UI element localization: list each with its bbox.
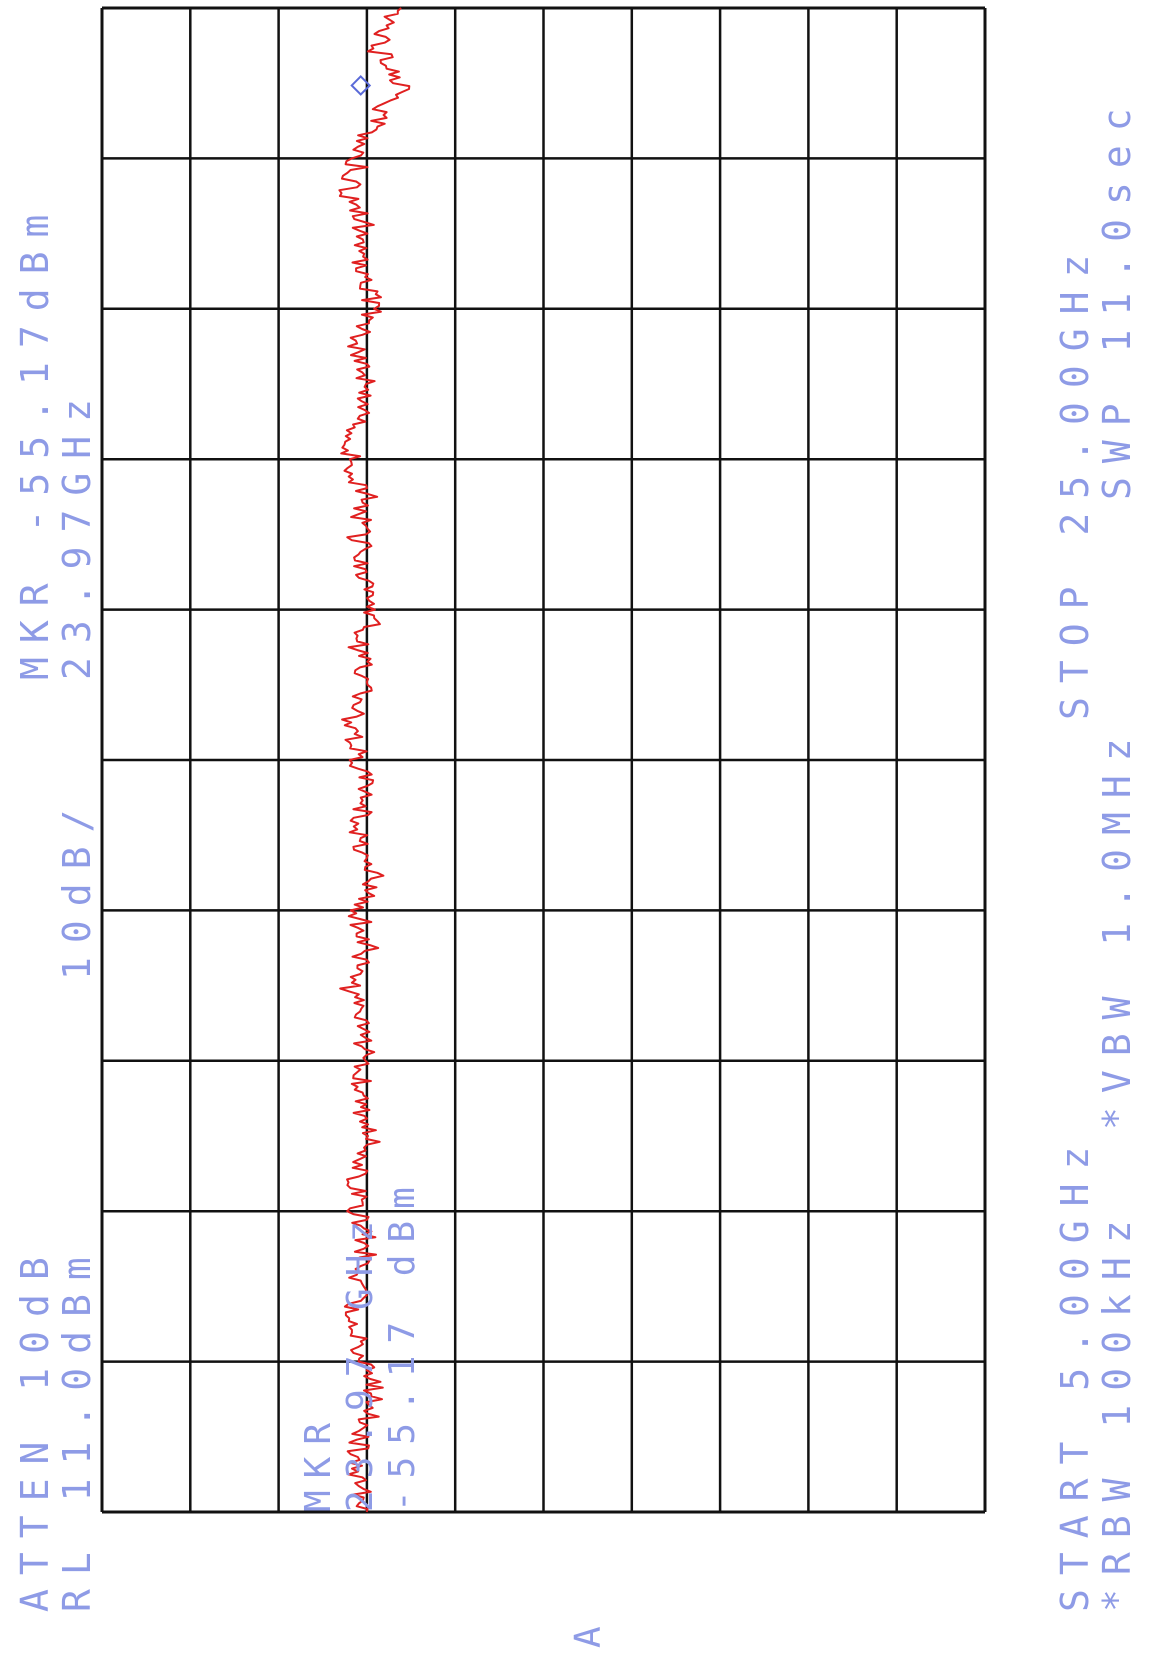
atten-label: ATTEN 10dB (13, 1243, 57, 1612)
marker-header-freq: 23.97GHz (55, 385, 99, 680)
graticule-grid (100, 6, 987, 1514)
stop-freq-label: STOP 25.00GHz (1053, 241, 1097, 720)
trace-tag: A (568, 1614, 609, 1648)
sweep-label: SWP 11.0sec (1095, 94, 1139, 500)
trace-layer (338, 7, 411, 1513)
marker-box-level: -55.17 dBm (382, 1175, 423, 1512)
marker-box-label: MKR (298, 1411, 339, 1512)
scale-label: 10dB/ (55, 796, 99, 980)
vbw-label: *VBW 1.0MHz (1095, 724, 1139, 1130)
marker-box-freq: 23.97 GHz (340, 1209, 381, 1512)
ref-level-label: RL 11.0dBm (55, 1243, 99, 1612)
rbw-label: *RBW 100kHz (1095, 1206, 1139, 1612)
start-freq-label: START 5.00GHz (1053, 1133, 1097, 1612)
marker-header-label: MKR -55.17dBm (13, 201, 57, 680)
marker-diamond (350, 75, 372, 96)
trace-line (338, 7, 411, 1513)
